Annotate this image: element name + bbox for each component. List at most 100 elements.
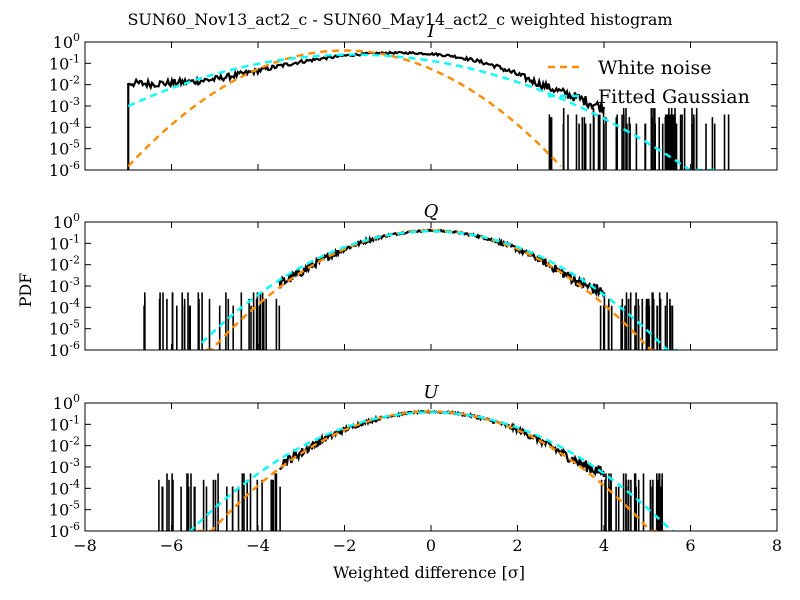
y-tick-exponent: 0 — [73, 392, 80, 405]
legend-label: White noise — [598, 57, 712, 79]
y-tick-base: 10 — [49, 161, 69, 180]
y-tick-exponent: -4 — [69, 296, 80, 309]
panels: 10010-110-210-310-410-510-6I10010-110-21… — [49, 21, 782, 555]
y-tick-exponent: -6 — [69, 339, 80, 352]
x-tick-label: 2 — [512, 536, 522, 555]
y-tick-exponent: -3 — [69, 275, 80, 288]
plot-area — [127, 49, 730, 170]
histogram-spikes — [158, 473, 664, 531]
histogram-spikes — [143, 292, 674, 350]
y-tick-base: 10 — [49, 341, 69, 360]
y-tick-exponent: -5 — [69, 138, 80, 151]
y-tick-exponent: -2 — [69, 435, 80, 448]
y-tick-exponent: 0 — [73, 211, 80, 224]
y-tick-label: 10-5 — [49, 499, 80, 520]
y-tick-label: 10-2 — [49, 254, 80, 275]
y-tick-exponent: -4 — [69, 477, 80, 490]
legend: White noise Fitted Gaussian — [548, 57, 750, 108]
y-tick-label: 10-1 — [49, 232, 80, 253]
y-tick-label: 10-5 — [49, 318, 80, 339]
histogram-curve — [128, 50, 606, 114]
figure-suptitle: SUN60_Nov13_act2_c - SUN60_May14_act2_c … — [127, 10, 672, 29]
y-tick-label: 10-4 — [49, 116, 80, 137]
y-tick-exponent: -3 — [69, 95, 80, 108]
fitted-gaussian-curve — [127, 53, 721, 170]
y-tick-label: 10-6 — [49, 520, 80, 541]
y-tick-base: 10 — [49, 234, 69, 253]
y-tick-exponent: -2 — [69, 254, 80, 267]
y-tick-label: 100 — [53, 31, 80, 52]
y-tick-base: 10 — [49, 298, 69, 317]
histogram-curve — [278, 409, 606, 478]
x-tick-label: −4 — [246, 536, 270, 555]
y-tick-label: 10-4 — [49, 477, 80, 498]
x-tick-label: 6 — [685, 536, 695, 555]
y-tick-base: 10 — [49, 118, 69, 137]
x-tick-label: 8 — [772, 536, 782, 555]
x-tick-label: 0 — [426, 536, 436, 555]
y-tick-exponent: -5 — [69, 499, 80, 512]
y-tick-base: 10 — [49, 320, 69, 339]
y-tick-base: 10 — [49, 415, 69, 434]
x-tick-label: −8 — [73, 536, 97, 555]
plot-area — [158, 409, 674, 531]
y-tick-label: 10-2 — [49, 74, 80, 95]
y-tick-label: 10-1 — [49, 52, 80, 73]
y-tick-base: 10 — [49, 479, 69, 498]
panel-title: I — [426, 21, 435, 42]
y-tick-base: 10 — [49, 76, 69, 95]
white-noise-curve — [197, 410, 665, 531]
y-tick-base: 10 — [49, 522, 69, 541]
x-axis-label: Weighted difference [σ] — [333, 563, 525, 582]
y-tick-label: 10-2 — [49, 435, 80, 456]
y-tick-exponent: -1 — [69, 52, 80, 65]
y-tick-exponent: -1 — [69, 232, 80, 245]
y-tick-exponent: -6 — [69, 159, 80, 172]
fitted-gaussian-curve — [188, 411, 674, 531]
y-tick-label: 10-5 — [49, 138, 80, 159]
y-tick-label: 10-6 — [49, 339, 80, 360]
y-tick-base: 10 — [49, 256, 69, 275]
y-tick-label: 10-4 — [49, 296, 80, 317]
fitted-gaussian-curve — [200, 230, 678, 350]
y-tick-exponent: -3 — [69, 456, 80, 469]
y-tick-label: 10-3 — [49, 275, 80, 296]
panel-title: Q — [424, 201, 439, 222]
y-tick-exponent: -1 — [69, 413, 80, 426]
y-tick-exponent: -6 — [69, 520, 80, 533]
y-tick-exponent: -5 — [69, 318, 80, 331]
y-tick-exponent: -2 — [69, 74, 80, 87]
y-tick-label: 100 — [53, 392, 80, 413]
y-tick-base: 10 — [49, 97, 69, 116]
y-tick-exponent: 0 — [73, 31, 80, 44]
x-tick-label: 4 — [599, 536, 609, 555]
y-tick-label: 10-6 — [49, 159, 80, 180]
y-tick-base: 10 — [53, 33, 73, 52]
y-tick-label: 10-3 — [49, 95, 80, 116]
histogram-spikes — [548, 108, 730, 170]
y-tick-base: 10 — [49, 277, 69, 296]
x-tick-label: −2 — [333, 536, 357, 555]
y-axis-label: PDF — [16, 273, 35, 308]
legend-label: Fitted Gaussian — [598, 86, 750, 108]
y-tick-base: 10 — [53, 213, 73, 232]
y-tick-base: 10 — [49, 140, 69, 159]
x-tick-label: −6 — [160, 536, 184, 555]
y-tick-label: 10-3 — [49, 456, 80, 477]
y-tick-base: 10 — [49, 501, 69, 520]
y-tick-base: 10 — [49, 458, 69, 477]
y-tick-base: 10 — [49, 437, 69, 456]
y-tick-label: 10-1 — [49, 413, 80, 434]
y-tick-base: 10 — [49, 54, 69, 73]
white-noise-curve — [206, 229, 656, 350]
histogram-curve — [278, 228, 606, 298]
y-tick-base: 10 — [53, 394, 73, 413]
y-tick-exponent: -4 — [69, 116, 80, 129]
y-tick-label: 100 — [53, 211, 80, 232]
plot-area — [143, 228, 678, 350]
panel-title: U — [423, 382, 439, 403]
